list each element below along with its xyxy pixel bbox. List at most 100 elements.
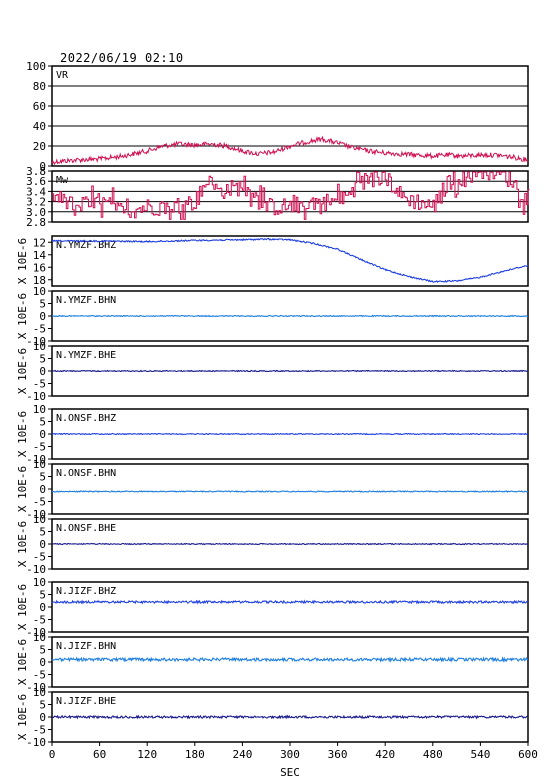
y-tick-label: -10 bbox=[26, 453, 46, 466]
y-tick-label: 3.4 bbox=[26, 185, 46, 198]
y-tick-label: -10 bbox=[26, 390, 46, 403]
series-line bbox=[51, 714, 529, 720]
y-tick-label: 0 bbox=[39, 711, 46, 724]
series-line bbox=[51, 490, 529, 493]
panel-vr: 0 20 40 60 80 100 VR bbox=[26, 60, 529, 173]
y-axis-label: X 10E-6 bbox=[16, 521, 29, 567]
y-tick-label: 0 bbox=[39, 483, 46, 496]
y-tick-label: 10 bbox=[33, 285, 46, 298]
x-tick-label: 180 bbox=[185, 748, 205, 761]
y-tick-label: 40 bbox=[33, 120, 46, 133]
panel-frame bbox=[51, 235, 529, 287]
panel-frame bbox=[51, 636, 529, 688]
y-tick-label: 3.2 bbox=[26, 196, 46, 209]
y-tick-label: 3.8 bbox=[26, 165, 46, 178]
panels: 020406080100VR2.83.03.23.43.63.8Mw121416… bbox=[16, 60, 530, 749]
panel-label: N.YMZF.BHE bbox=[56, 350, 116, 361]
x-tick-label: 60 bbox=[93, 748, 106, 761]
panel-label: N.ONSF.BHE bbox=[56, 523, 116, 534]
panel-label: N.ONSF.BHN bbox=[56, 468, 116, 479]
series-line bbox=[51, 656, 529, 663]
series-line bbox=[51, 542, 529, 546]
panel-label: N.YMZF.BHZ bbox=[56, 240, 116, 251]
x-tick-label: 0 bbox=[49, 748, 56, 761]
x-axis: 0 60 120 180 240 300 360 420 480 540 600 bbox=[49, 742, 538, 761]
y-tick-label: 3.6 bbox=[26, 175, 46, 188]
y-tick-label: 10 bbox=[33, 576, 46, 589]
y-tick-label: 0 bbox=[39, 310, 46, 323]
x-tick-label: 300 bbox=[280, 748, 300, 761]
panel-frame bbox=[51, 581, 529, 633]
y-tick-label: -5 bbox=[33, 614, 46, 627]
y-tick-label: -5 bbox=[33, 669, 46, 682]
y-tick-label: -5 bbox=[33, 496, 46, 509]
y-tick-label: 10 bbox=[33, 686, 46, 699]
x-tick-label: 240 bbox=[232, 748, 252, 761]
y-tick-label: 0 bbox=[39, 160, 46, 173]
y-tick-label: 100 bbox=[26, 60, 46, 73]
y-axis-label: X 10E-6 bbox=[16, 348, 29, 394]
y-tick-label: -10 bbox=[26, 335, 46, 348]
y-axis-label: X 10E-6 bbox=[16, 466, 29, 512]
series-line bbox=[51, 369, 529, 373]
y-tick-label: 5 bbox=[39, 526, 46, 539]
panel-frame bbox=[51, 65, 529, 167]
y-tick-label: 2.8 bbox=[26, 216, 46, 229]
y-tick-label: 18 bbox=[33, 274, 46, 287]
y-tick-label: 0 bbox=[39, 365, 46, 378]
y-tick-label: 12 bbox=[33, 236, 46, 249]
x-tick-label: 360 bbox=[328, 748, 348, 761]
y-tick-label: 5 bbox=[39, 589, 46, 602]
y-tick-label: 10 bbox=[33, 513, 46, 526]
y-tick-label: 5 bbox=[39, 699, 46, 712]
x-tick-label: 600 bbox=[518, 748, 538, 761]
panel-label: Mw bbox=[56, 175, 69, 186]
panel-label: N.JIZF.BHN bbox=[56, 641, 116, 652]
y-tick-label: 5 bbox=[39, 298, 46, 311]
y-tick-label: -5 bbox=[33, 441, 46, 454]
y-tick-label: 16 bbox=[33, 261, 46, 274]
y-tick-label: 14 bbox=[33, 249, 47, 262]
y-tick-label: 10 bbox=[33, 458, 46, 471]
y-axis-label: X 10E-6 bbox=[16, 639, 29, 685]
y-tick-label: 5 bbox=[39, 471, 46, 484]
x-tick-label: 480 bbox=[423, 748, 443, 761]
series-line bbox=[51, 432, 529, 436]
y-tick-label: -10 bbox=[26, 508, 46, 521]
y-tick-label: 5 bbox=[39, 353, 46, 366]
y-tick-label: 3.0 bbox=[26, 206, 46, 219]
y-tick-label: 10 bbox=[33, 403, 46, 416]
y-axis-label: X 10E-6 bbox=[16, 293, 29, 339]
panel-label: N.ONSF.BHZ bbox=[56, 413, 116, 424]
panel-label: VR bbox=[56, 70, 69, 81]
y-tick-label: 5 bbox=[39, 416, 46, 429]
y-tick-label: 10 bbox=[33, 340, 46, 353]
series-line bbox=[51, 237, 529, 283]
header-datetime: 2022/06/19 02:10 bbox=[60, 51, 184, 65]
y-tick-label: 10 bbox=[33, 631, 46, 644]
panel-mw: 2.83.03.23.43.63.8 Mw bbox=[26, 165, 530, 229]
y-tick-label: -5 bbox=[33, 323, 46, 336]
y-tick-label: -5 bbox=[33, 551, 46, 564]
y-tick-label: 0 bbox=[39, 538, 46, 551]
y-axis-label: X 10E-6 bbox=[16, 411, 29, 457]
x-tick-label: 420 bbox=[375, 748, 395, 761]
y-axis-label: X 10E-6 bbox=[16, 584, 29, 630]
y-axis-label: X 10E-6 bbox=[16, 238, 29, 284]
y-tick-label: 60 bbox=[33, 100, 46, 113]
panel-frame bbox=[51, 463, 529, 515]
x-axis-label: SEC bbox=[280, 766, 300, 779]
y-tick-label: -10 bbox=[26, 681, 46, 694]
y-tick-label: 5 bbox=[39, 644, 46, 657]
y-tick-label: -5 bbox=[33, 724, 46, 737]
y-tick-label: 80 bbox=[33, 80, 46, 93]
